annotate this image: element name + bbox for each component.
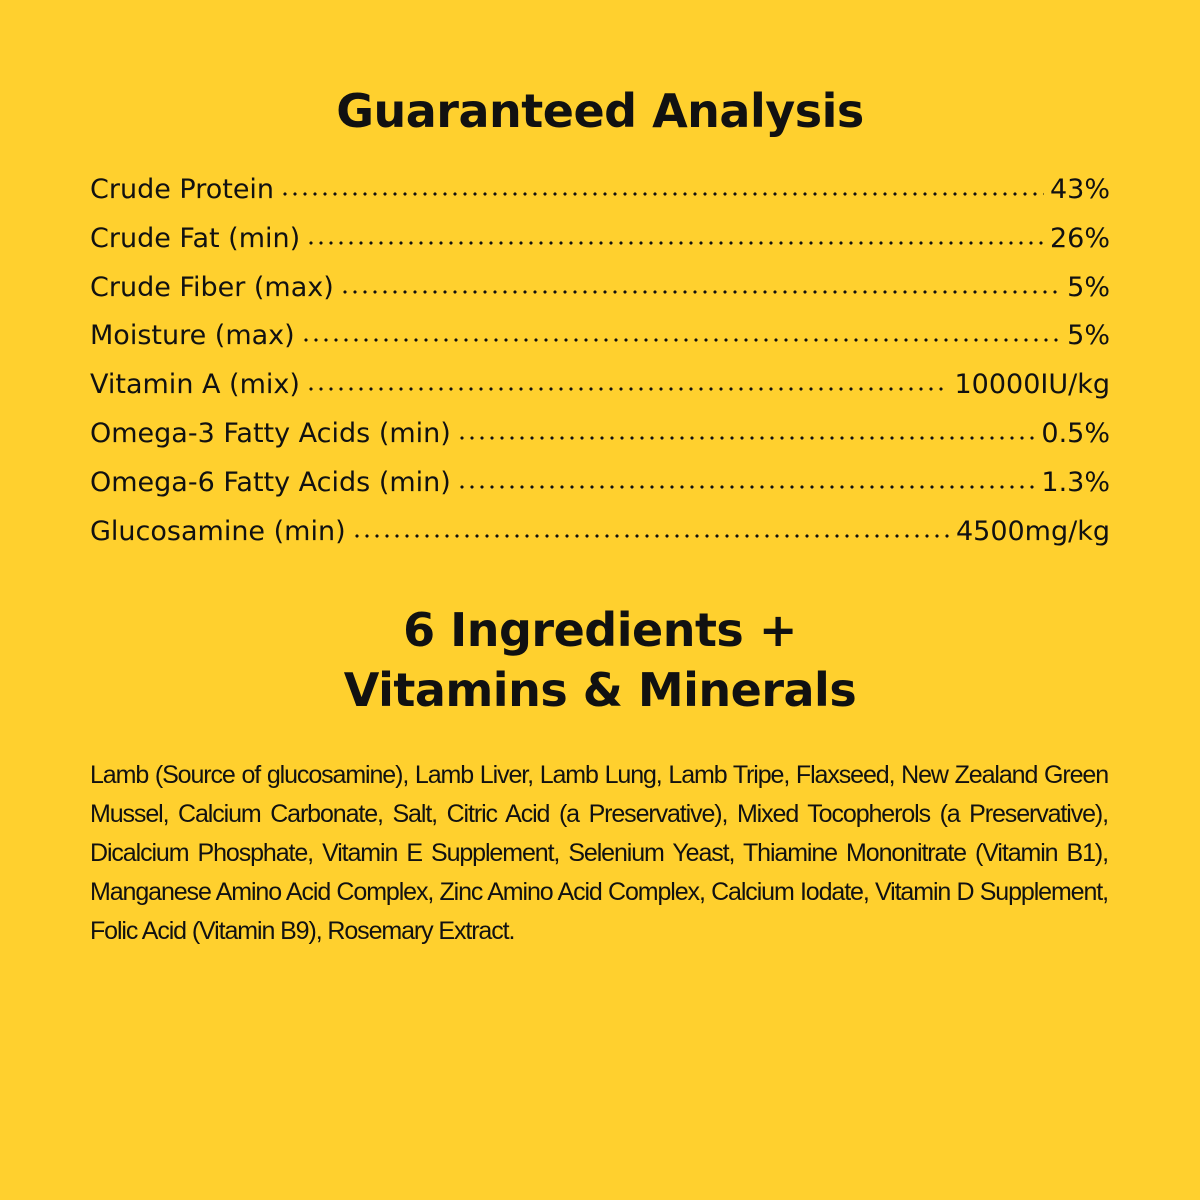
nutrient-value: 10000IU/kg [954,369,1111,401]
nutrient-value: 4500mg/kg [955,515,1110,547]
dot-leader [339,289,1062,294]
nutrient-name: Omega-6 Fatty Acids (min) [90,466,451,498]
dot-leader [456,484,1036,489]
nutrient-name: Moisture (max) [90,320,295,352]
nutrient-name: Vitamin A (mix) [90,369,300,401]
analysis-row: Moisture (max) 5% [90,320,1110,369]
nutrient-value: 26% [1049,222,1110,254]
ingredients-title: 6 Ingredients + Vitamins & Minerals [0,600,1200,720]
dot-leader [305,387,949,392]
nutrient-value: 1.3% [1041,466,1110,498]
nutrient-name: Crude Fiber (max) [90,271,334,303]
analysis-row: Crude Protein 43% [90,174,1110,223]
ingredients-title-line2: Vitamins & Minerals [343,663,857,717]
dot-leader [300,338,1062,343]
nutrient-name: Crude Fat (min) [90,222,301,254]
analysis-table: Crude Protein 43% Crude Fat (min) 26% Crude … [90,174,1110,564]
nutrient-value: 43% [1049,174,1110,205]
analysis-row: Crude Fiber (max) 5% [90,272,1110,321]
nutrient-name: Omega-3 Fatty Acids (min) [90,417,451,449]
nutrient-name: Glucosamine (min) [90,515,346,547]
nutrient-name: Crude Protein [90,174,275,205]
ingredients-list: Lamb (Source of glucosamine), Lamb Liver… [90,761,1109,945]
nutrient-value: 0.5% [1041,417,1110,449]
dot-leader [280,192,1044,196]
nutrient-value: 5% [1067,271,1110,303]
analysis-row: Omega-6 Fatty Acids (min) 1.3% [90,467,1110,516]
analysis-row: Omega-3 Fatty Acids (min) 0.5% [90,418,1110,467]
nutrient-value: 5% [1067,320,1110,352]
ingredients-title-line1: 6 Ingredients + [403,603,797,657]
dot-leader [306,240,1044,245]
dot-leader [351,533,950,538]
analysis-row: Vitamin A (mix) 10000IU/kg [90,369,1110,418]
analysis-row: Glucosamine (min) 4500mg/kg [90,516,1110,565]
guaranteed-analysis-title: Guaranteed Analysis [336,84,864,138]
analysis-row: Crude Fat (min) 26% [90,223,1110,272]
dot-leader [456,435,1036,440]
